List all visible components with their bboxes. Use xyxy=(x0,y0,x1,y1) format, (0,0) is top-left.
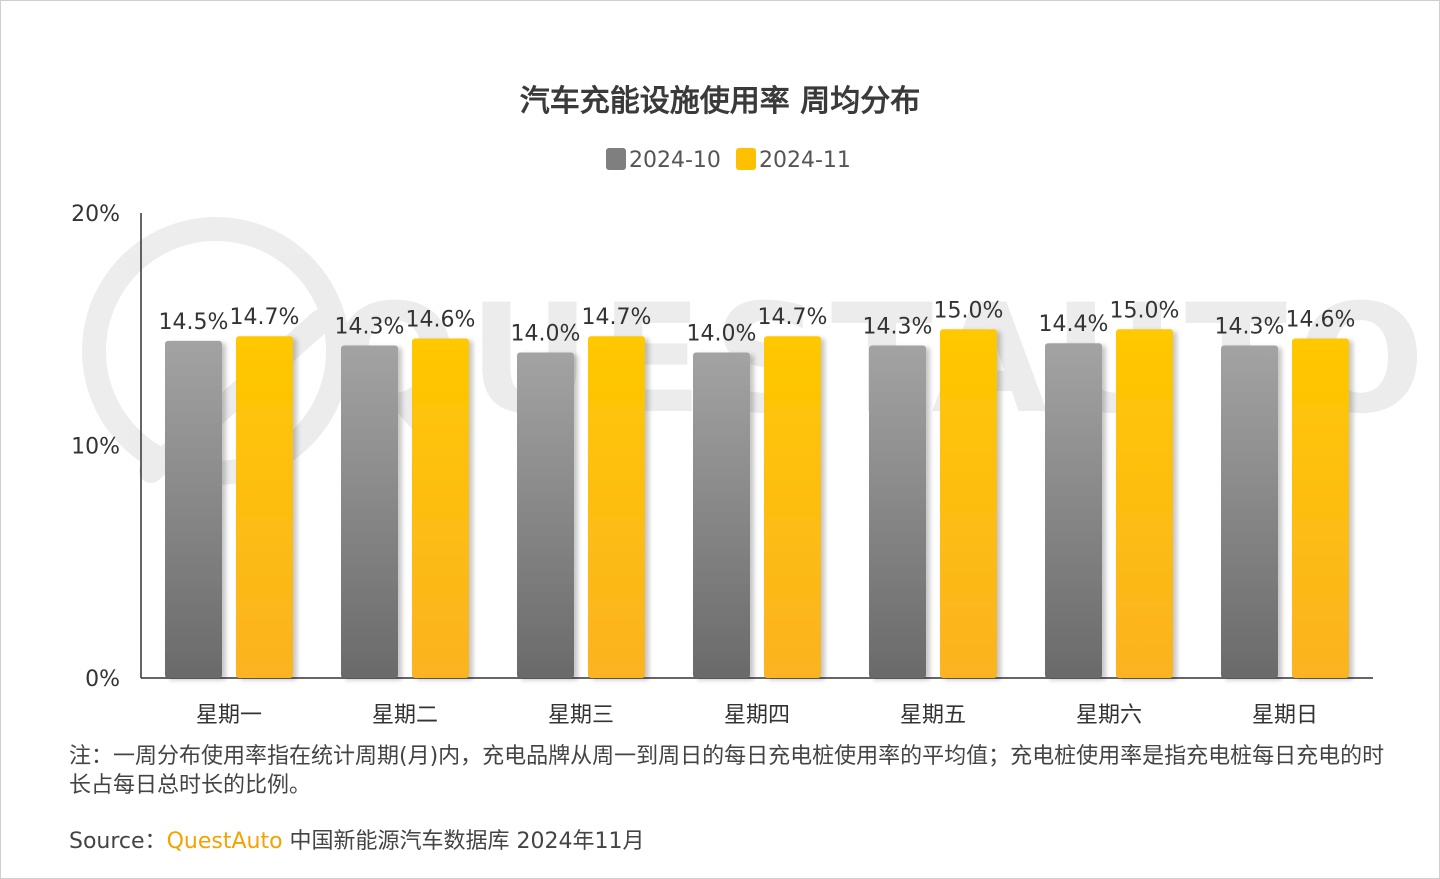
bar-series-2024-11 xyxy=(940,329,997,678)
data-label: 14.0% xyxy=(511,322,581,347)
x-category-label: 星期六 xyxy=(1076,703,1142,728)
legend-label-2024-10: 2024-10 xyxy=(629,148,721,173)
chart-title: 汽车充能设施使用率 周均分布 xyxy=(520,84,920,119)
data-label: 14.3% xyxy=(335,315,405,340)
data-label: 15.0% xyxy=(934,298,1004,323)
x-category-label: 星期日 xyxy=(1252,703,1318,728)
bar-series-2024-10 xyxy=(869,345,926,678)
legend-swatch-2024-11 xyxy=(736,148,756,170)
data-label: 14.7% xyxy=(758,305,828,330)
source-text: 中国新能源汽车数据库 2024年11月 xyxy=(282,829,645,854)
bar-series-2024-10 xyxy=(693,352,750,678)
x-category-label: 星期五 xyxy=(900,703,966,728)
data-label: 14.4% xyxy=(1039,312,1109,337)
bar-series-2024-10 xyxy=(341,345,398,678)
y-tick-label: 0% xyxy=(85,667,120,692)
bar-series-2024-10 xyxy=(1045,343,1102,678)
y-tick-label: 10% xyxy=(71,435,120,460)
data-label: 15.0% xyxy=(1110,298,1180,323)
x-category-label: 星期三 xyxy=(548,703,614,728)
bar-series-2024-11 xyxy=(588,336,645,678)
y-axis-ticks: 0% 10% 20% xyxy=(71,202,120,692)
bar-series-2024-11 xyxy=(764,336,821,678)
source-line: Source：QuestAuto 中国新能源汽车数据库 2024年11月 xyxy=(69,827,645,857)
y-tick-label: 20% xyxy=(71,202,120,227)
data-label: 14.3% xyxy=(863,315,933,340)
legend-label-2024-11: 2024-11 xyxy=(759,148,851,173)
bar-series-2024-10 xyxy=(165,340,222,678)
bar-series-2024-11 xyxy=(236,336,293,678)
bar-series-2024-10 xyxy=(1221,345,1278,678)
x-category-label: 星期四 xyxy=(724,703,790,728)
data-label: 14.7% xyxy=(230,305,300,330)
data-label: 14.5% xyxy=(159,310,229,335)
bar-series-2024-11 xyxy=(1292,338,1349,678)
legend-swatch-2024-10 xyxy=(606,148,626,170)
data-label: 14.7% xyxy=(582,305,652,330)
x-category-label: 星期一 xyxy=(196,703,262,728)
legend: 2024-10 2024-11 xyxy=(606,148,851,173)
x-axis-categories: 星期一 星期二 星期三 星期四 星期五 星期六 星期日 xyxy=(196,703,1318,728)
x-category-label: 星期二 xyxy=(372,703,438,728)
data-label: 14.3% xyxy=(1215,315,1285,340)
data-labels: 14.5% 14.7% 14.3% 14.6%14.0%14.7%14.0%14.7%… xyxy=(159,298,1356,346)
source-brand: QuestAuto xyxy=(166,829,283,854)
bar-series-2024-11 xyxy=(1116,329,1173,678)
bars xyxy=(165,329,1349,678)
bar-series-2024-10 xyxy=(517,352,574,678)
bar-series-2024-11 xyxy=(412,338,469,678)
footnote: 注：一周分布使用率指在统计周期(月)内，充电品牌从周一到周日的每日充电桩使用率的… xyxy=(69,744,1385,798)
data-label: 14.6% xyxy=(406,308,476,333)
source-label: Source： xyxy=(69,829,167,854)
data-label: 14.0% xyxy=(687,322,757,347)
data-label: 14.6% xyxy=(1286,308,1356,333)
